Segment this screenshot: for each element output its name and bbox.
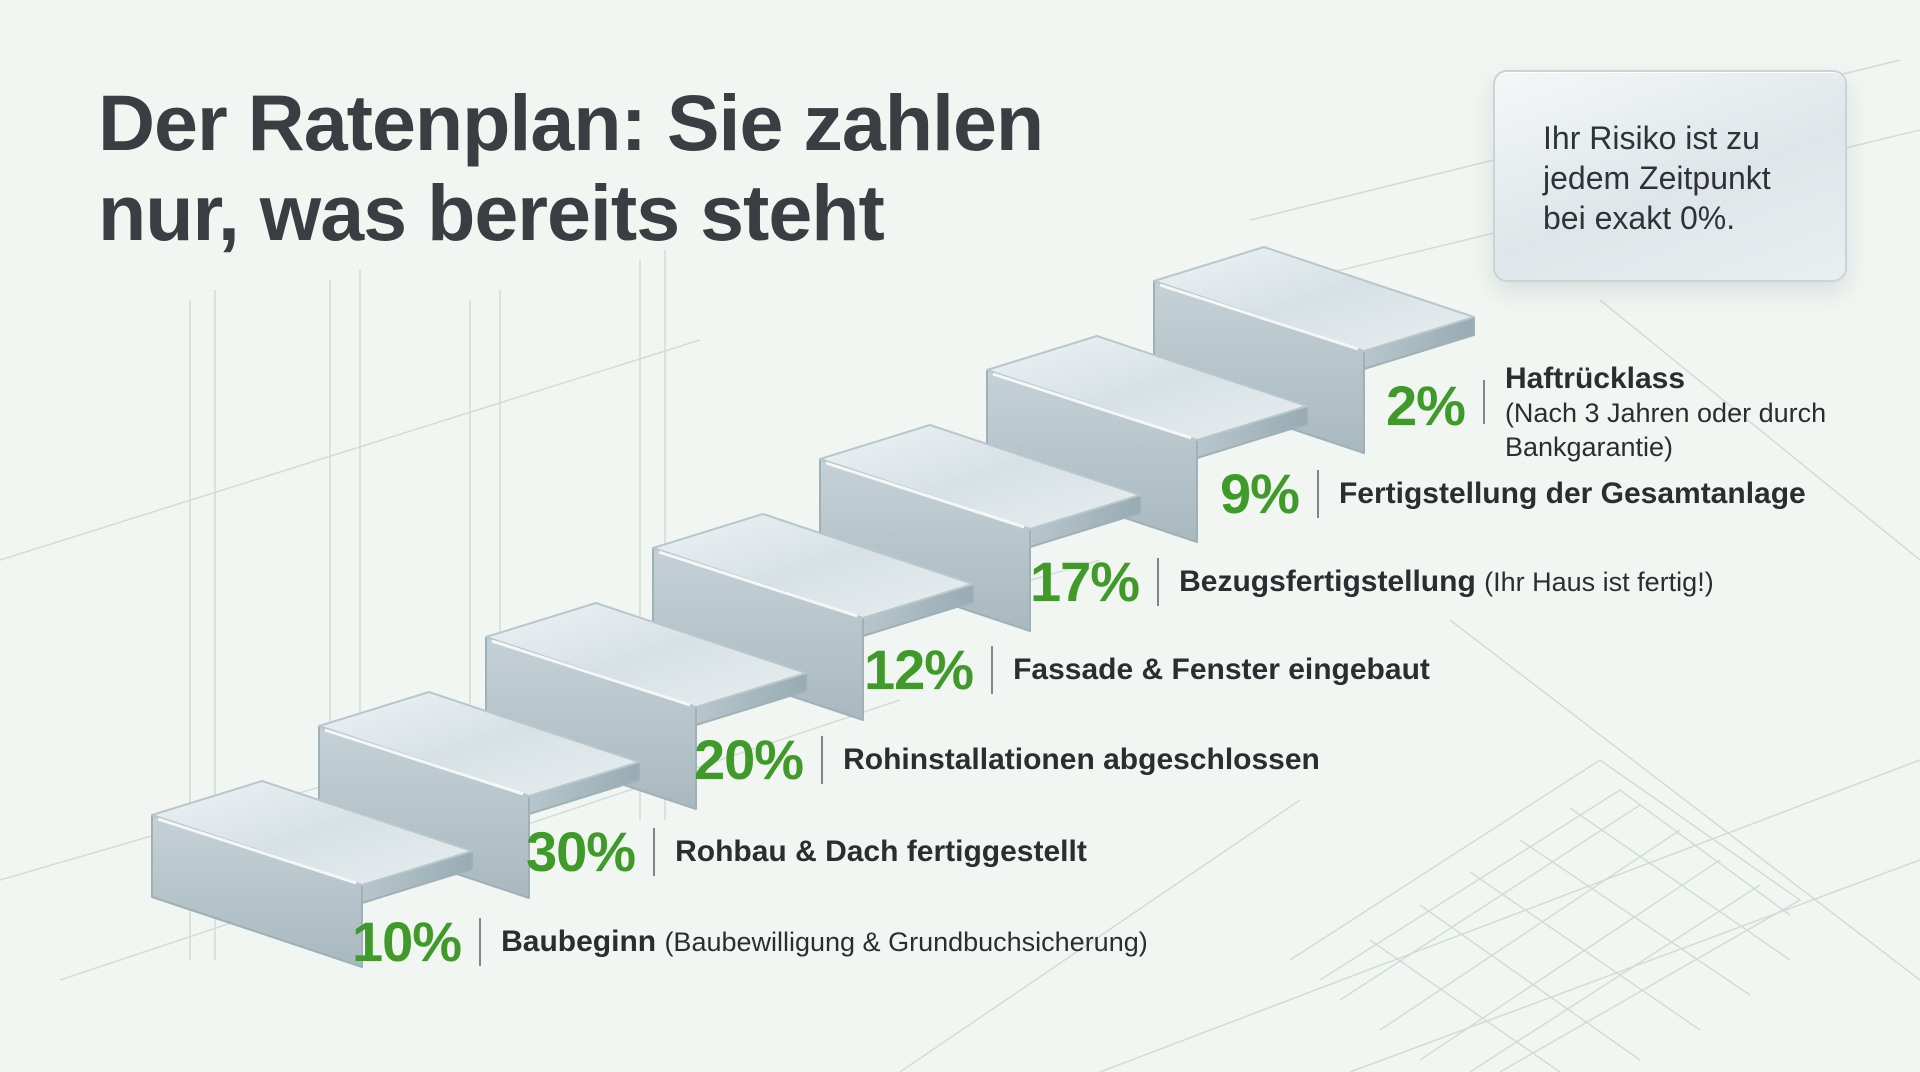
step-3-title: Rohinstallationen abgeschlossen bbox=[843, 743, 1320, 776]
step-7-percent: 2% bbox=[1386, 374, 1466, 437]
divider bbox=[1316, 470, 1319, 518]
stair-step bbox=[485, 602, 807, 810]
step-3-percent: 20% bbox=[694, 728, 804, 791]
step-1-percent: 10% bbox=[352, 910, 462, 973]
step-6-title: Fertigstellung der Gesamtanlage bbox=[1338, 477, 1806, 510]
stair-step bbox=[151, 780, 473, 968]
step-4-label: 12% Fassade & Fenster eingebaut bbox=[864, 640, 1430, 700]
step-6-percent: 9% bbox=[1220, 462, 1300, 525]
step-2-description: Rohbau & Dach fertiggestellt bbox=[675, 835, 1087, 869]
page-title: Der Ratenplan: Sie zahlen nur, was berei… bbox=[98, 78, 1198, 258]
step-1-label: 10% Baubeginn (Baubewilligung & Grundbuc… bbox=[352, 912, 1148, 972]
title-line-1: Der Ratenplan: Sie zahlen bbox=[98, 78, 1044, 167]
step-5-description: Bezugsfertigstellung (Ihr Haus ist ferti… bbox=[1179, 565, 1714, 599]
step-3-label: 20% Rohinstallationen abgeschlossen bbox=[694, 730, 1320, 790]
step-7-detail: (Nach 3 Jahren oder durch Bankgarantie) bbox=[1504, 398, 1827, 462]
stair-step bbox=[986, 335, 1308, 543]
divider bbox=[1157, 558, 1160, 606]
step-1-title: Baubeginn bbox=[501, 925, 657, 958]
stair-step bbox=[652, 513, 974, 721]
step-5-label: 17% Bezugsfertigstellung (Ihr Haus ist f… bbox=[1030, 552, 1714, 612]
risk-note-card: Ihr Risiko ist zu jedem Zeitpunkt bei ex… bbox=[1493, 70, 1847, 282]
divider bbox=[653, 828, 656, 876]
step-4-title: Fassade & Fenster eingebaut bbox=[1013, 653, 1430, 686]
step-7-label: 2% Haftrücklass (Nach 3 Jahren oder durc… bbox=[1386, 362, 1865, 464]
stair-highlight bbox=[658, 550, 858, 618]
stair-step bbox=[819, 424, 1141, 632]
step-7-title: Haftrücklass bbox=[1504, 362, 1686, 395]
stair-step bbox=[1153, 246, 1475, 454]
divider bbox=[821, 736, 824, 784]
stair-highlight bbox=[825, 461, 1025, 529]
step-5-detail: (Ihr Haus ist fertig!) bbox=[1484, 567, 1714, 597]
step-2-label: 30% Rohbau & Dach fertiggestellt bbox=[526, 822, 1087, 882]
step-3-description: Rohinstallationen abgeschlossen bbox=[843, 743, 1320, 777]
step-6-description: Fertigstellung der Gesamtanlage bbox=[1339, 477, 1806, 511]
divider bbox=[1482, 380, 1485, 424]
step-4-description: Fassade & Fenster eingebaut bbox=[1013, 653, 1430, 687]
divider bbox=[479, 918, 482, 966]
step-7-description: Haftrücklass (Nach 3 Jahren oder durch B… bbox=[1505, 362, 1865, 464]
stair-highlight bbox=[491, 639, 691, 707]
stair-highlight bbox=[992, 372, 1192, 440]
title-line-2: nur, was bereits steht bbox=[98, 168, 885, 257]
divider bbox=[991, 646, 994, 694]
stair-step bbox=[318, 691, 640, 899]
step-4-percent: 12% bbox=[864, 638, 974, 701]
stair-highlight bbox=[157, 817, 357, 885]
step-2-title: Rohbau & Dach fertiggestellt bbox=[675, 835, 1087, 868]
step-5-title: Bezugsfertigstellung bbox=[1179, 565, 1476, 598]
step-1-detail: (Baubewilligung & Grundbuchsicherung) bbox=[664, 927, 1148, 957]
risk-note-text: Ihr Risiko ist zu jedem Zeitpunkt bei ex… bbox=[1543, 120, 1771, 236]
stair-highlight bbox=[324, 728, 524, 796]
step-2-percent: 30% bbox=[526, 820, 636, 883]
stair-highlight bbox=[1159, 283, 1359, 351]
step-1-description: Baubeginn (Baubewilligung & Grundbuchsic… bbox=[501, 925, 1148, 959]
step-6-label: 9% Fertigstellung der Gesamtanlage bbox=[1220, 464, 1806, 524]
step-5-percent: 17% bbox=[1030, 550, 1140, 613]
